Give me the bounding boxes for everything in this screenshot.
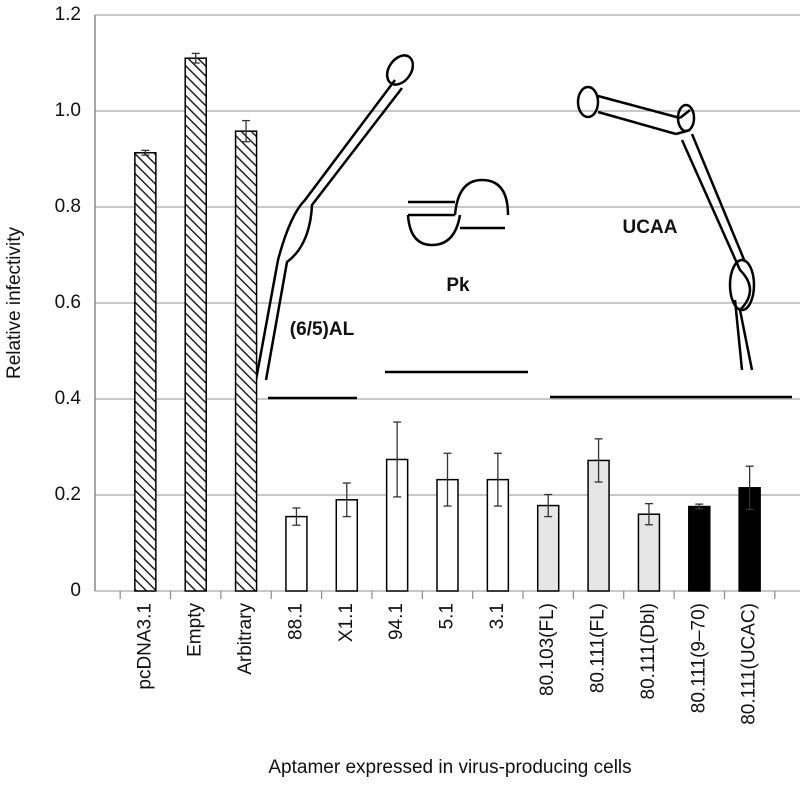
error-bar: [644, 502, 653, 526]
grid: [95, 14, 800, 592]
y-axis-label: Relative infectivity: [4, 226, 25, 379]
x-tick-label: pcDNA3.1: [134, 603, 155, 690]
rna-loop: [728, 258, 756, 312]
x-tick-label: 80.111(Dbl): [638, 603, 659, 699]
error-bar: [141, 149, 150, 156]
error-bar: [393, 421, 402, 498]
bar: [688, 505, 711, 592]
x-tick-label: 80.111(9–70): [688, 603, 709, 713]
bar: [536, 504, 560, 592]
x-tick-label: X1.1: [336, 603, 357, 642]
error-bar: [191, 52, 200, 64]
y-tick-label: 1.2: [55, 4, 81, 25]
annotation: (6/5)AL: [290, 319, 355, 340]
bar: [134, 152, 157, 592]
rna-stem: [597, 94, 754, 371]
error-bar: [292, 507, 301, 526]
error-bar: [242, 119, 251, 143]
rna-loop: [576, 85, 600, 119]
y-tick-label: 0.6: [55, 292, 81, 313]
rna-loop: [676, 103, 696, 133]
rna-pk: [406, 178, 510, 247]
error-bar: [342, 482, 351, 518]
error-bar: [544, 493, 553, 518]
x-tick-label: 3.1: [487, 603, 508, 629]
rna-loop: [385, 54, 415, 86]
x-tick-label: Arbitrary: [235, 603, 256, 675]
y-tick-label: 0.2: [55, 484, 81, 505]
error-bar: [745, 465, 754, 511]
bar: [637, 513, 661, 592]
annotation: UCAA: [623, 217, 678, 238]
bar: [234, 130, 258, 592]
error-bar: [594, 438, 603, 483]
x-tick-label: 80.111(UCAC): [739, 603, 760, 725]
x-tick-label: 88.1: [285, 603, 306, 640]
annotation: Pk: [446, 275, 470, 296]
y-tick-label: 0.8: [55, 196, 81, 217]
rna-stem: [254, 79, 403, 381]
error-bar: [443, 452, 452, 507]
x-tick-label: 5.1: [437, 603, 458, 629]
y-tick-label: 0.4: [55, 388, 82, 409]
error-bar: [493, 452, 502, 507]
bar: [285, 515, 308, 592]
bar: [184, 57, 207, 592]
error-bar: [695, 503, 704, 510]
x-tick-label: 80.103(FL): [537, 603, 558, 696]
x-tick-label: Empty: [185, 603, 206, 657]
rna-drawings: [254, 54, 792, 400]
x-axis-label: Aptamer expressed in virus-producing cel…: [268, 757, 631, 778]
x-tick-label: 94.1: [386, 603, 407, 640]
y-tick-label: 1.0: [55, 100, 81, 121]
y-tick-label: 0: [70, 580, 81, 601]
x-tick-label: 80.111(FL): [588, 603, 609, 693]
